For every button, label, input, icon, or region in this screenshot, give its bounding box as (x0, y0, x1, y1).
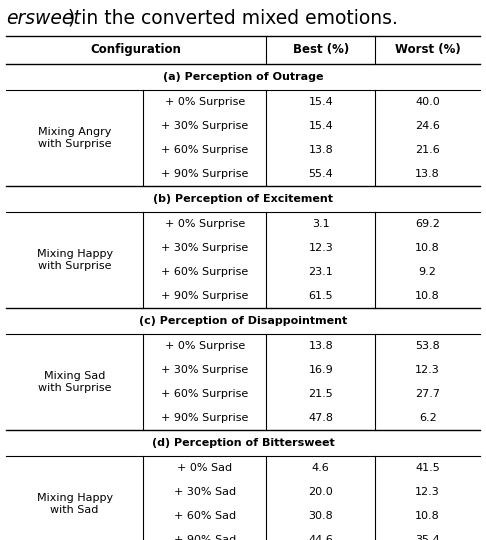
Text: 13.8: 13.8 (416, 169, 440, 179)
Text: 23.1: 23.1 (309, 267, 333, 277)
Text: 61.5: 61.5 (309, 291, 333, 301)
Text: 35.4: 35.4 (416, 535, 440, 540)
Text: 9.2: 9.2 (419, 267, 436, 277)
Text: 13.8: 13.8 (309, 341, 333, 351)
Text: ) in the converted mixed emotions.: ) in the converted mixed emotions. (68, 9, 398, 28)
Text: 21.6: 21.6 (416, 145, 440, 155)
Text: 41.5: 41.5 (416, 463, 440, 473)
Text: 30.8: 30.8 (309, 511, 333, 521)
Text: 12.3: 12.3 (416, 365, 440, 375)
Text: Best (%): Best (%) (293, 44, 349, 57)
Text: Worst (%): Worst (%) (395, 44, 461, 57)
Text: 24.6: 24.6 (415, 121, 440, 131)
Text: (a) Perception of Outrage: (a) Perception of Outrage (163, 72, 323, 82)
Text: Mixing Happy
with Sad: Mixing Happy with Sad (36, 493, 113, 515)
Text: + 0% Sad: + 0% Sad (177, 463, 232, 473)
Text: 4.6: 4.6 (312, 463, 330, 473)
Text: 6.2: 6.2 (419, 413, 436, 423)
Text: 15.4: 15.4 (309, 121, 333, 131)
Text: + 60% Surprise: + 60% Surprise (161, 389, 248, 399)
Text: 15.4: 15.4 (309, 97, 333, 107)
Text: + 0% Surprise: + 0% Surprise (165, 341, 245, 351)
Text: + 90% Surprise: + 90% Surprise (161, 413, 248, 423)
Text: + 60% Surprise: + 60% Surprise (161, 145, 248, 155)
Text: 12.3: 12.3 (416, 487, 440, 497)
Text: 53.8: 53.8 (416, 341, 440, 351)
Text: 10.8: 10.8 (416, 511, 440, 521)
Text: (c) Perception of Disappointment: (c) Perception of Disappointment (139, 316, 347, 326)
Text: ersweet: ersweet (6, 9, 81, 28)
Text: 21.5: 21.5 (309, 389, 333, 399)
Text: (d) Perception of Bittersweet: (d) Perception of Bittersweet (152, 438, 334, 448)
Text: 20.0: 20.0 (309, 487, 333, 497)
Text: + 90% Surprise: + 90% Surprise (161, 169, 248, 179)
Text: 69.2: 69.2 (415, 219, 440, 229)
Text: 10.8: 10.8 (416, 243, 440, 253)
Text: + 0% Surprise: + 0% Surprise (165, 219, 245, 229)
Text: 13.8: 13.8 (309, 145, 333, 155)
Text: + 60% Sad: + 60% Sad (174, 511, 236, 521)
Text: 16.9: 16.9 (309, 365, 333, 375)
Text: Mixing Sad
with Surprise: Mixing Sad with Surprise (38, 371, 111, 393)
Text: + 60% Surprise: + 60% Surprise (161, 267, 248, 277)
Text: 3.1: 3.1 (312, 219, 330, 229)
Text: (b) Perception of Excitement: (b) Perception of Excitement (153, 194, 333, 204)
Text: 47.8: 47.8 (308, 413, 333, 423)
Text: Configuration: Configuration (91, 44, 181, 57)
Text: + 90% Surprise: + 90% Surprise (161, 291, 248, 301)
Text: 27.7: 27.7 (415, 389, 440, 399)
Text: + 0% Surprise: + 0% Surprise (165, 97, 245, 107)
Text: + 30% Surprise: + 30% Surprise (161, 365, 248, 375)
Text: + 90% Sad: + 90% Sad (174, 535, 236, 540)
Text: + 30% Surprise: + 30% Surprise (161, 243, 248, 253)
Text: Mixing Happy
with Surprise: Mixing Happy with Surprise (36, 249, 113, 271)
Text: 10.8: 10.8 (416, 291, 440, 301)
Text: 55.4: 55.4 (309, 169, 333, 179)
Text: 40.0: 40.0 (416, 97, 440, 107)
Text: 44.6: 44.6 (308, 535, 333, 540)
Text: + 30% Surprise: + 30% Surprise (161, 121, 248, 131)
Text: 12.3: 12.3 (309, 243, 333, 253)
Text: Mixing Angry
with Surprise: Mixing Angry with Surprise (38, 127, 111, 149)
Text: + 30% Sad: + 30% Sad (174, 487, 236, 497)
